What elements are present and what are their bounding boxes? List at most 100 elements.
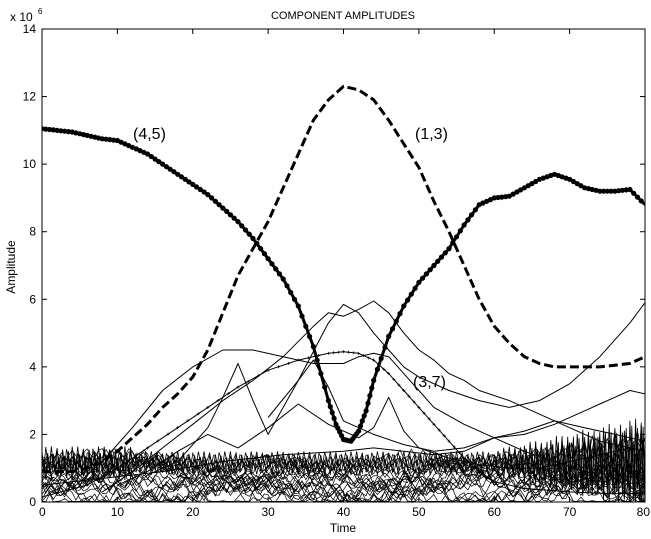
- series-point-4-5: [242, 227, 249, 233]
- series-point-3-7: [347, 350, 351, 354]
- series-point-4-5: [510, 191, 516, 197]
- series-point-4-5: [239, 223, 245, 229]
- series-point-4-5: [454, 234, 460, 240]
- component-series-line: [267, 302, 645, 418]
- component-series-line: [71, 349, 645, 489]
- x-tick-label: 70: [563, 505, 577, 519]
- series-point-4-5: [182, 176, 188, 182]
- series-point-4-5: [329, 409, 335, 416]
- series-point-4-5: [99, 136, 105, 142]
- series-point-3-7: [317, 354, 321, 358]
- series-point-3-7: [447, 439, 451, 443]
- chart-title: COMPONENT AMPLITUDES: [271, 10, 415, 22]
- series-point-4-5: [499, 194, 505, 200]
- series-point-3-7: [337, 350, 341, 354]
- series-point-4-5: [420, 275, 426, 281]
- series-point-3-7: [513, 484, 517, 488]
- series-point-4-5: [220, 205, 226, 211]
- y-tick-label: 10: [23, 157, 37, 171]
- series-point-4-5: [427, 267, 433, 273]
- series-point-4-5: [250, 235, 256, 242]
- plot-area: [41, 28, 646, 503]
- series-point-4-5: [408, 291, 414, 297]
- component-series-line: [117, 396, 645, 486]
- series-point-4-5: [273, 266, 279, 272]
- x-tick-label: 0: [39, 505, 46, 519]
- series-point-4-5: [178, 174, 184, 180]
- y-tick-label: 0: [29, 495, 36, 509]
- series-point-3-7: [477, 470, 481, 474]
- x-tick-label: 20: [186, 505, 200, 519]
- series-point-3-7: [553, 489, 557, 493]
- x-tick-label: 50: [412, 505, 426, 519]
- series-point-4-5: [212, 198, 218, 204]
- series-point-4-5: [423, 271, 429, 277]
- series-point-4-5: [295, 303, 301, 309]
- series-point-3-7: [326, 351, 330, 355]
- series-point-3-7: [266, 368, 270, 372]
- series-point-4-5: [465, 217, 471, 223]
- series-point-4-5: [357, 423, 364, 429]
- series-point-4-5: [356, 428, 362, 434]
- series-point-4-5: [638, 198, 644, 204]
- series-point-3-7: [357, 351, 361, 355]
- series-point-4-5: [46, 126, 53, 133]
- series-point-4-5: [495, 194, 501, 201]
- y-tick-label: 4: [29, 360, 36, 374]
- series-point-4-5: [246, 231, 252, 237]
- series-point-3-7: [472, 465, 476, 469]
- series-point-3-7: [287, 361, 291, 365]
- series-point-4-5: [291, 296, 298, 302]
- series-point-4-5: [608, 188, 614, 194]
- series-point-4-5: [50, 127, 56, 133]
- series-point-3-7: [442, 434, 446, 438]
- series-point-4-5: [367, 393, 373, 399]
- series-point-3-7: [593, 491, 597, 495]
- series-point-4-5: [371, 377, 377, 383]
- series-point-3-7: [332, 351, 336, 355]
- series-point-4-5: [227, 212, 233, 218]
- series-point-3-7: [503, 482, 507, 486]
- series-point-4-5: [280, 276, 286, 282]
- y-multiplier-exponent: 6: [38, 7, 43, 16]
- series-point-4-5: [416, 279, 422, 285]
- series-point-3-7: [246, 379, 250, 383]
- series-point-4-5: [148, 153, 154, 160]
- series-point-3-7: [387, 372, 391, 376]
- axis-ticks: 0 10 20 30 40 50 60 70 80 0 2 4 6 8 10 12 14: [23, 22, 651, 519]
- series-point-3-7: [166, 432, 170, 436]
- series-point-3-7: [631, 492, 635, 496]
- series-point-4-5: [276, 271, 282, 277]
- series-point-4-5: [175, 171, 181, 177]
- x-tick-label: 60: [488, 505, 502, 519]
- series-point-4-5: [284, 283, 290, 289]
- series-point-4-5: [160, 161, 166, 167]
- y-tick-label: 2: [29, 427, 36, 441]
- series-point-4-5: [261, 251, 267, 257]
- series-point-3-7: [206, 405, 210, 409]
- series-point-4-5: [144, 151, 151, 157]
- series-point-4-5: [361, 413, 367, 419]
- series-point-4-5: [269, 261, 275, 267]
- series-point-3-7: [618, 492, 622, 496]
- series-point-4-5: [604, 188, 610, 194]
- series-point-4-5: [186, 179, 192, 185]
- series-point-4-5: [307, 333, 313, 340]
- series-point-4-5: [201, 189, 207, 195]
- series-point-4-5: [597, 188, 603, 194]
- series-point-4-5: [389, 326, 396, 332]
- series-point-3-7: [85, 483, 89, 487]
- series-point-4-5: [216, 202, 222, 208]
- series-point-3-7: [176, 426, 180, 430]
- series-point-3-7: [372, 358, 376, 362]
- series-point-3-7: [412, 400, 416, 404]
- series-point-4-5: [299, 313, 305, 319]
- series-point-4-5: [322, 384, 328, 390]
- series-point-4-5: [382, 344, 388, 350]
- series-point-4-5: [469, 212, 475, 218]
- x-tick-label: 10: [111, 505, 125, 519]
- series-point-4-5: [369, 385, 375, 391]
- series-point-4-5: [331, 415, 337, 421]
- component-series-line: [42, 390, 645, 486]
- y-tick-label: 8: [29, 225, 36, 239]
